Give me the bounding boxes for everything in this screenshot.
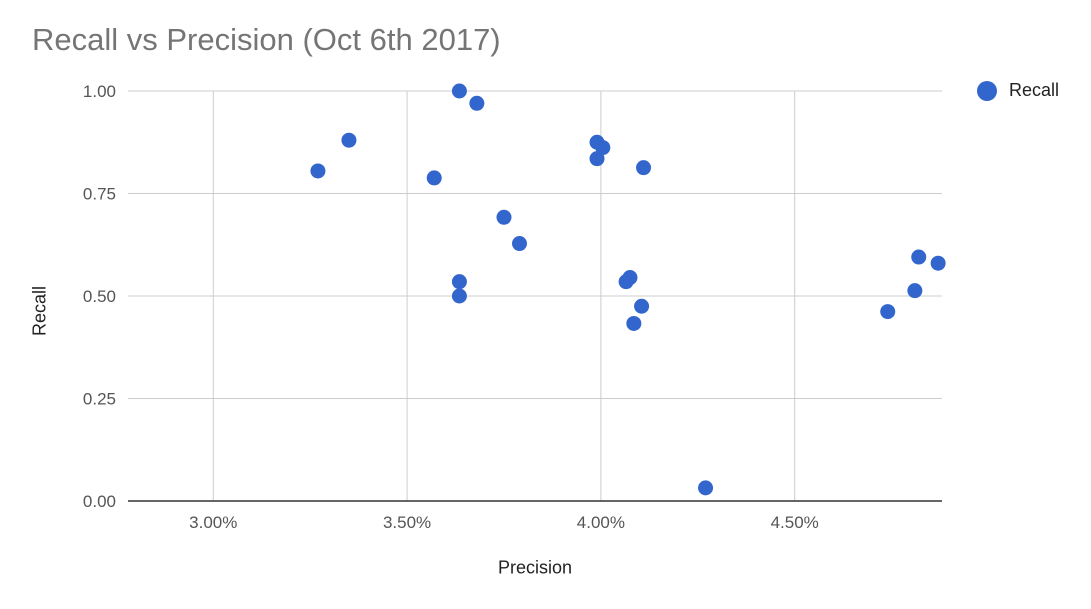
data-point xyxy=(589,151,605,167)
data-point xyxy=(622,270,638,286)
data-point xyxy=(310,163,326,179)
chart-title: Recall vs Precision (Oct 6th 2017) xyxy=(32,22,501,57)
data-point xyxy=(451,83,467,99)
data-point xyxy=(634,298,650,314)
data-point xyxy=(626,315,642,331)
legend-label-recall: Recall xyxy=(1009,80,1060,100)
data-point xyxy=(911,249,927,265)
data-point xyxy=(930,255,946,271)
data-point xyxy=(511,236,527,252)
y-tick-label: 0.50 xyxy=(83,287,116,306)
x-tick-label: 3.00% xyxy=(189,513,237,532)
data-point xyxy=(636,160,652,176)
y-tick-label: 0.75 xyxy=(83,185,116,204)
x-tick-label: 3.50% xyxy=(383,513,431,532)
y-tick-label: 1.00 xyxy=(83,82,116,101)
data-point xyxy=(595,140,611,156)
y-tick-label: 0.00 xyxy=(83,492,116,511)
data-point xyxy=(341,132,357,148)
x-axis-title: Precision xyxy=(497,557,573,578)
y-tick-label: 0.25 xyxy=(83,390,116,409)
data-point xyxy=(469,95,485,111)
data-point xyxy=(426,170,442,186)
x-tick-label: 4.50% xyxy=(771,513,819,532)
data-point xyxy=(880,304,896,320)
x-tick-label: 4.00% xyxy=(577,513,625,532)
data-point xyxy=(698,480,714,496)
data-point xyxy=(451,288,467,304)
data-point xyxy=(496,209,512,225)
legend: Recall xyxy=(977,80,1059,101)
legend-marker-icon xyxy=(977,80,997,101)
data-point xyxy=(907,283,923,299)
data-point xyxy=(451,274,467,290)
